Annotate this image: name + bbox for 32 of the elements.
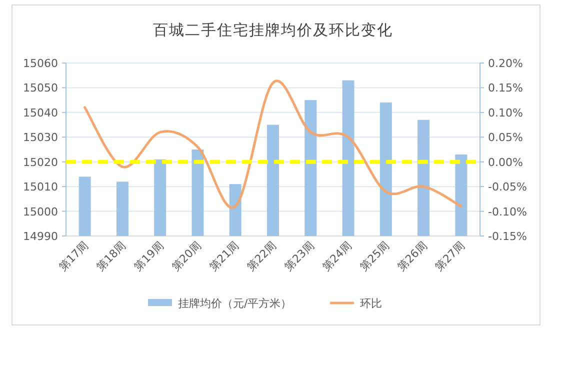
y-tick-label: 15060	[23, 57, 58, 70]
x-tick-label: 第22周	[244, 238, 280, 274]
y-tick-label: 14990	[23, 230, 58, 243]
y-tick-label: 15050	[23, 82, 58, 95]
x-tick-label: 第18周	[94, 238, 129, 274]
y-tick-label: 15020	[23, 156, 58, 169]
x-tick-label: 第24周	[320, 238, 354, 274]
legend-挂牌均价（元/平方米）: 挂牌均价（元/平方米）	[148, 297, 292, 310]
y-tick-label: 15010	[23, 180, 58, 194]
legend-环比: 环比	[330, 297, 382, 310]
y2-tick-label: 0.15%	[488, 82, 523, 95]
x-tick-label: 第20周	[169, 238, 204, 274]
x-tick-label: 第17周	[56, 238, 91, 274]
x-tick-label: 第19周	[132, 238, 166, 274]
y-tick-label: 15000	[23, 205, 58, 218]
y2-tick-label: 0.20%	[488, 57, 523, 70]
x-tick-label: 第25周	[357, 238, 392, 274]
y-tick-label: 15040	[23, 106, 58, 120]
x-tick-label: 第27周	[432, 238, 468, 274]
y2-tick-label: 0.00%	[488, 156, 523, 169]
x-tick-label: 第21周	[206, 238, 242, 274]
y2-tick-label: -0.05%	[488, 180, 527, 194]
legend-label: 环比	[360, 297, 382, 310]
chart-title: 百城二手住宅挂牌均价及环比变化	[153, 21, 393, 39]
y2-tick-label: -0.10%	[488, 205, 527, 218]
y2-tick-label: -0.15%	[488, 230, 527, 243]
y-tick-label: 15030	[23, 131, 58, 144]
x-tick-label: 第26周	[395, 238, 430, 274]
y2-tick-label: 0.05%	[488, 131, 523, 144]
x-tick-label: 第23周	[282, 238, 317, 274]
y2-tick-label: 0.10%	[488, 106, 523, 120]
legend-label: 挂牌均价（元/平方米）	[178, 297, 292, 310]
